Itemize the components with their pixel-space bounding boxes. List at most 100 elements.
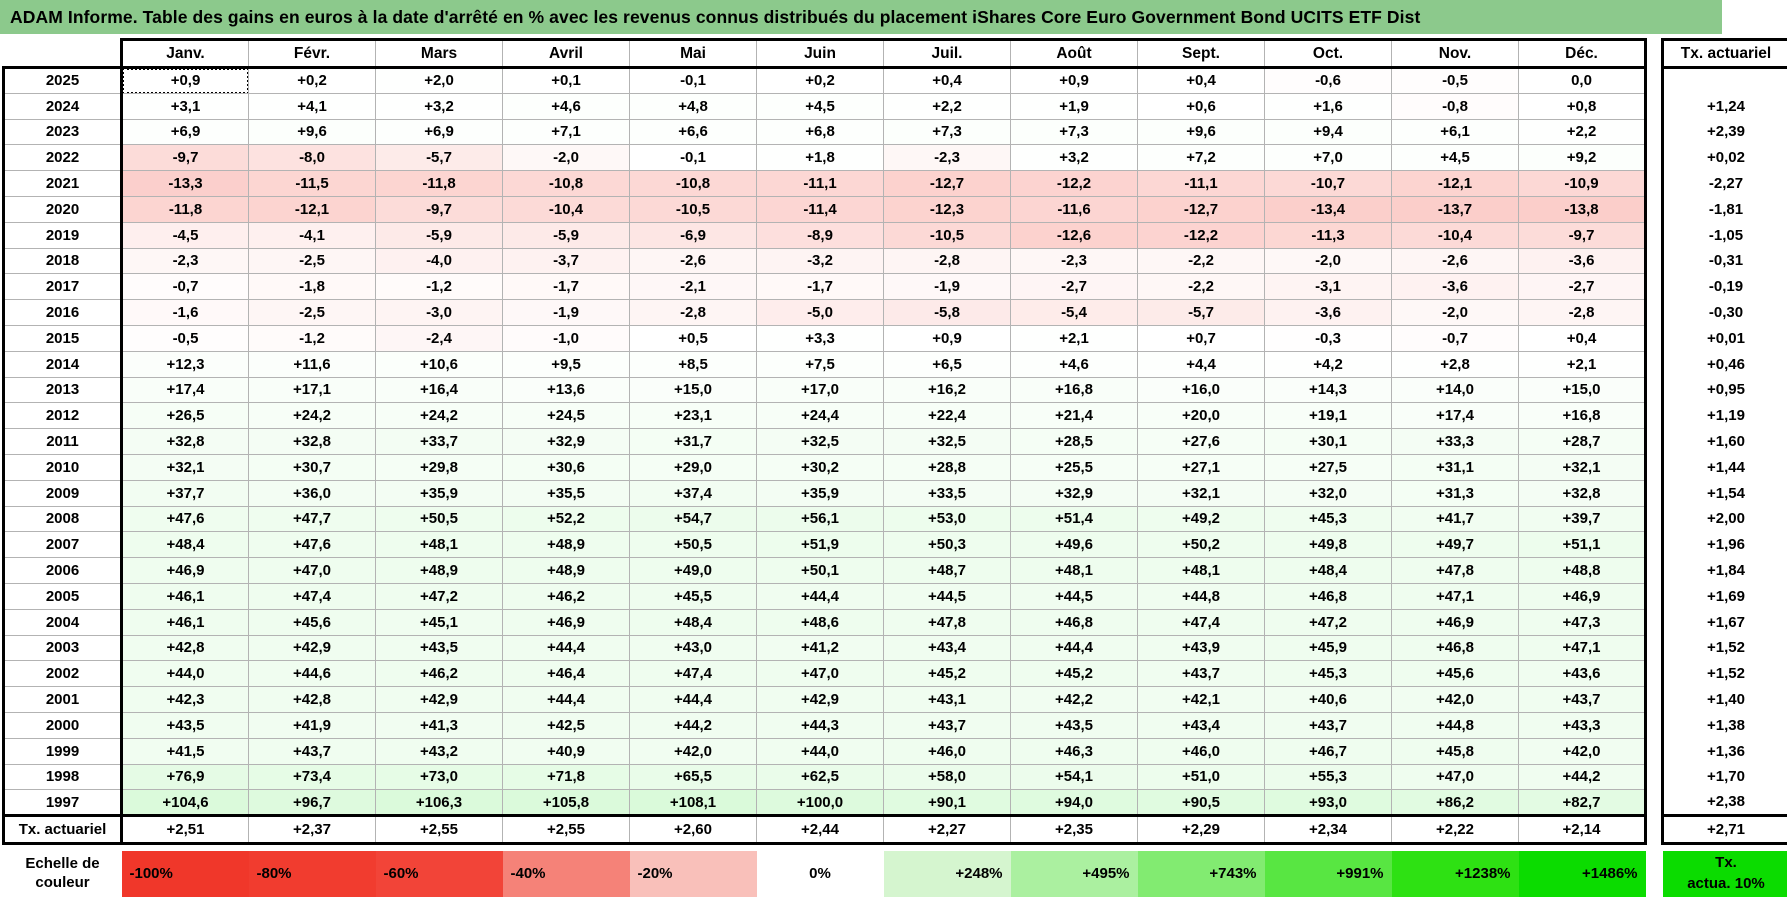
actuarial-rate-cell[interactable]: +2,29: [1137, 814, 1265, 846]
data-cell[interactable]: +51,4: [1010, 505, 1138, 533]
data-cell[interactable]: +76,9: [121, 763, 249, 791]
data-cell[interactable]: +4,4: [1137, 350, 1265, 378]
data-cell[interactable]: +4,6: [502, 92, 630, 120]
data-cell[interactable]: -0,5: [1391, 67, 1519, 94]
data-cell[interactable]: -1,6: [121, 299, 249, 326]
data-cell[interactable]: +6,9: [121, 118, 249, 146]
data-cell[interactable]: +43,6: [1518, 660, 1647, 688]
data-cell[interactable]: +48,9: [502, 557, 630, 584]
data-cell[interactable]: +1,8: [756, 144, 884, 172]
data-cell[interactable]: -11,1: [756, 170, 884, 197]
data-cell[interactable]: +30,2: [756, 453, 884, 481]
data-cell[interactable]: +43,5: [1010, 711, 1138, 739]
data-cell[interactable]: +86,2: [1391, 789, 1519, 818]
data-cell[interactable]: +46,8: [1010, 608, 1138, 636]
data-cell[interactable]: +48,1: [1010, 557, 1138, 584]
data-cell[interactable]: -4,0: [375, 247, 503, 275]
data-cell[interactable]: +9,6: [248, 118, 376, 146]
data-cell[interactable]: +0,9: [121, 67, 249, 94]
data-cell[interactable]: +39,7: [1518, 505, 1647, 533]
actuarial-value-cell[interactable]: -0,30: [1661, 299, 1787, 326]
actuarial-value-cell[interactable]: +1,69: [1661, 583, 1787, 610]
data-cell[interactable]: -12,3: [883, 195, 1011, 223]
data-cell[interactable]: +17,0: [756, 376, 884, 404]
data-cell[interactable]: -11,4: [756, 195, 884, 223]
data-cell[interactable]: +17,1: [248, 376, 376, 404]
data-cell[interactable]: -0,6: [1264, 67, 1392, 94]
data-cell[interactable]: +55,3: [1264, 763, 1392, 791]
actuarial-value-cell[interactable]: +1,54: [1661, 480, 1787, 507]
data-cell[interactable]: -10,7: [1264, 170, 1392, 197]
data-cell[interactable]: +31,7: [629, 428, 757, 455]
data-cell[interactable]: +31,3: [1391, 479, 1519, 507]
data-cell[interactable]: +24,2: [248, 402, 376, 430]
column-header-juil[interactable]: Juil.: [883, 38, 1011, 69]
data-cell[interactable]: +14,3: [1264, 376, 1392, 404]
data-cell[interactable]: +3,3: [756, 324, 884, 352]
actuarial-value-cell[interactable]: +1,19: [1661, 402, 1787, 429]
data-cell[interactable]: +15,0: [1518, 376, 1647, 404]
year-cell[interactable]: 2015: [2, 324, 123, 352]
data-cell[interactable]: +104,6: [121, 789, 249, 818]
data-cell[interactable]: +90,1: [883, 789, 1011, 818]
data-cell[interactable]: +28,5: [1010, 428, 1138, 455]
data-cell[interactable]: +106,3: [375, 789, 503, 818]
data-cell[interactable]: -13,8: [1518, 195, 1647, 223]
data-cell[interactable]: +27,5: [1264, 453, 1392, 481]
actuarial-value-cell[interactable]: +1,84: [1661, 557, 1787, 584]
data-cell[interactable]: +2,2: [1518, 118, 1647, 146]
data-cell[interactable]: +25,5: [1010, 453, 1138, 481]
data-cell[interactable]: -0,7: [1391, 324, 1519, 352]
data-cell[interactable]: -2,5: [248, 299, 376, 326]
data-cell[interactable]: +43,5: [375, 634, 503, 662]
data-cell[interactable]: +43,0: [629, 634, 757, 662]
actuarial-rate-cell[interactable]: +2,60: [629, 814, 757, 846]
column-header-mai[interactable]: Mai: [629, 38, 757, 69]
data-cell[interactable]: -3,0: [375, 299, 503, 326]
data-cell[interactable]: +42,9: [375, 686, 503, 713]
data-cell[interactable]: +9,6: [1137, 118, 1265, 146]
data-cell[interactable]: +93,0: [1264, 789, 1392, 818]
column-header-mars[interactable]: Mars: [375, 38, 503, 69]
data-cell[interactable]: +42,9: [756, 686, 884, 713]
data-cell[interactable]: -13,4: [1264, 195, 1392, 223]
data-cell[interactable]: +45,3: [1264, 505, 1392, 533]
year-cell[interactable]: 2025: [2, 66, 123, 94]
actuarial-value-cell[interactable]: +2,00: [1661, 506, 1787, 532]
data-cell[interactable]: +7,0: [1264, 144, 1392, 172]
data-cell[interactable]: +30,7: [248, 453, 376, 481]
data-cell[interactable]: +46,1: [121, 582, 249, 610]
data-cell[interactable]: +0,9: [1010, 67, 1138, 94]
data-cell[interactable]: +36,0: [248, 479, 376, 507]
data-cell[interactable]: +4,2: [1264, 350, 1392, 378]
data-cell[interactable]: -11,8: [375, 170, 503, 197]
data-cell[interactable]: -5,0: [756, 299, 884, 326]
data-cell[interactable]: +42,2: [1010, 686, 1138, 713]
data-cell[interactable]: -11,5: [248, 170, 376, 197]
data-cell[interactable]: -4,5: [121, 221, 249, 249]
data-cell[interactable]: +62,5: [756, 763, 884, 791]
data-cell[interactable]: +108,1: [629, 789, 757, 818]
data-cell[interactable]: -8,9: [756, 221, 884, 249]
data-cell[interactable]: +40,9: [502, 737, 630, 765]
data-cell[interactable]: +31,1: [1391, 453, 1519, 481]
data-cell[interactable]: +16,8: [1518, 402, 1647, 430]
data-cell[interactable]: +45,8: [1391, 737, 1519, 765]
data-cell[interactable]: +44,5: [1010, 582, 1138, 610]
data-cell[interactable]: +17,4: [121, 376, 249, 404]
actuarial-value-cell[interactable]: +1,38: [1661, 712, 1787, 739]
data-cell[interactable]: +44,8: [1137, 582, 1265, 610]
data-cell[interactable]: +47,0: [1391, 763, 1519, 791]
data-cell[interactable]: +48,7: [883, 557, 1011, 584]
data-cell[interactable]: +35,9: [756, 479, 884, 507]
data-cell[interactable]: -4,1: [248, 221, 376, 249]
data-cell[interactable]: -2,2: [1137, 247, 1265, 275]
actuarial-value-cell[interactable]: +1,52: [1661, 635, 1787, 661]
data-cell[interactable]: -9,7: [1518, 221, 1647, 249]
data-cell[interactable]: -5,4: [1010, 299, 1138, 326]
data-cell[interactable]: +46,0: [1137, 737, 1265, 765]
actuarial-rate-cell[interactable]: +2,51: [121, 814, 249, 846]
data-cell[interactable]: +47,3: [1518, 608, 1647, 636]
data-cell[interactable]: +42,8: [248, 686, 376, 713]
column-header-avril[interactable]: Avril: [502, 38, 630, 69]
